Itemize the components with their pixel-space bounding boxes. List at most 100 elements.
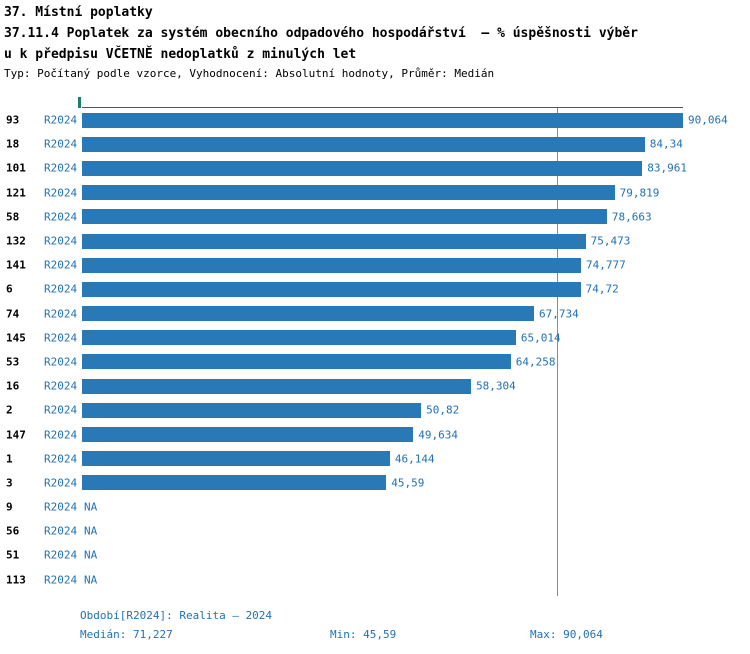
median-line (557, 108, 559, 596)
value-label: NA (84, 524, 98, 538)
max-label: Max: 90,064 (530, 628, 603, 641)
value-label: 50,82 (426, 403, 460, 417)
category-label: 9 (6, 500, 13, 514)
category-label: 16 (6, 379, 20, 393)
value-label: 84,34 (649, 137, 683, 151)
series-label: R2024 (44, 548, 78, 562)
series-label: R2024 (44, 355, 78, 369)
category-label: 6 (6, 282, 13, 296)
category-label: 1 (6, 452, 13, 466)
category-label: 101 (6, 161, 26, 175)
indicator-title-line2: u k předpisu VČETNĚ nedoplatků z minulýc… (4, 47, 357, 62)
value-label: 64,258 (515, 355, 556, 369)
chart-row: 16 R2024 58,304 (0, 374, 750, 398)
bar (82, 209, 607, 225)
bar (82, 475, 387, 491)
chart-row: 56 R2024 NA (0, 519, 750, 543)
bar (82, 136, 645, 152)
series-label: R2024 (44, 379, 78, 393)
chart-row: 6 R2024 74,72 (0, 277, 750, 301)
value-label: 45,59 (391, 476, 425, 490)
series-label: R2024 (44, 500, 78, 514)
category-label: 132 (6, 234, 26, 248)
series-label: R2024 (44, 234, 78, 248)
series-label: R2024 (44, 186, 78, 200)
chart-row: 51 R2024 NA (0, 543, 750, 567)
category-label: 121 (6, 186, 26, 200)
value-label: 74,72 (585, 282, 619, 296)
category-label: 93 (6, 113, 20, 127)
chart-row: 1 R2024 46,144 (0, 447, 750, 471)
chart-row: 101 R2024 83,961 (0, 156, 750, 180)
series-label: R2024 (44, 452, 78, 466)
chart-row: 3 R2024 45,59 (0, 471, 750, 495)
value-label: 83,961 (647, 161, 688, 175)
value-label: 49,634 (418, 428, 458, 442)
report-title: 37. Místní poplatky (4, 5, 153, 20)
bar (82, 451, 390, 467)
category-label: 18 (6, 137, 20, 151)
value-label: NA (84, 573, 98, 587)
series-label: R2024 (44, 210, 78, 224)
bar (82, 257, 581, 273)
series-label: R2024 (44, 113, 78, 127)
bar (82, 160, 643, 176)
series-label: R2024 (44, 476, 78, 490)
category-label: 113 (6, 573, 26, 587)
bar (82, 281, 581, 297)
value-label: 74,777 (585, 258, 626, 272)
indicator-meta: Typ: Počítaný podle vzorce, Vyhodnocení:… (4, 67, 495, 80)
value-label: 46,144 (394, 452, 435, 466)
series-label: R2024 (44, 524, 78, 538)
period-label: Období[R2024]: Realita – 2024 (80, 609, 273, 622)
bar (82, 378, 472, 394)
chart-row: 18 R2024 84,34 (0, 132, 750, 156)
bar (82, 233, 586, 249)
chart-row: 141 R2024 74,777 (0, 253, 750, 277)
indicator-title-line1: 37.11.4 Poplatek za systém obecního odpa… (4, 26, 638, 41)
chart-rows: 93 R2024 90,064 18 R2024 84,34 101 R2024 83,961 1… (0, 108, 750, 592)
value-label: 65,014 (520, 331, 561, 345)
chart-row: 147 R2024 49,634 (0, 422, 750, 446)
category-label: 3 (6, 476, 13, 490)
series-label: R2024 (44, 137, 78, 151)
series-label: R2024 (44, 258, 78, 272)
value-label: NA (84, 500, 98, 514)
chart-row: 9 R2024 NA (0, 495, 750, 519)
value-label: 90,064 (688, 113, 728, 127)
series-label: R2024 (44, 428, 78, 442)
value-label: 58,304 (476, 379, 516, 393)
median-label: Medián: 71,227 (80, 628, 173, 641)
axis-tick (78, 97, 81, 108)
category-label: 141 (6, 258, 26, 272)
report-header: 37. Místní poplatky 37.11.4 Poplatek za … (4, 2, 748, 83)
series-label: R2024 (44, 403, 78, 417)
category-label: 53 (6, 355, 20, 369)
value-label: 79,819 (619, 186, 660, 200)
series-label: R2024 (44, 307, 78, 321)
category-label: 2 (6, 403, 13, 417)
bar (82, 402, 422, 418)
bar-chart: 93 R2024 90,064 18 R2024 84,34 101 R2024 83,961 1… (0, 97, 750, 596)
bar (82, 306, 534, 322)
value-label: NA (84, 548, 98, 562)
chart-row: 58 R2024 78,663 (0, 205, 750, 229)
category-label: 51 (6, 548, 20, 562)
chart-row: 74 R2024 67,734 (0, 302, 750, 326)
series-label: R2024 (44, 573, 78, 587)
chart-row: 113 R2024 NA (0, 568, 750, 592)
value-label: 78,663 (611, 210, 652, 224)
chart-row: 121 R2024 79,819 (0, 181, 750, 205)
category-label: 74 (6, 307, 20, 321)
chart-row: 132 R2024 75,473 (0, 229, 750, 253)
chart-row: 2 R2024 50,82 (0, 398, 750, 422)
bar (82, 112, 683, 128)
series-label: R2024 (44, 161, 78, 175)
chart-row: 145 R2024 65,014 (0, 326, 750, 350)
chart-row: 93 R2024 90,064 (0, 108, 750, 132)
series-label: R2024 (44, 282, 78, 296)
bar (82, 354, 511, 370)
min-label: Min: 45,59 (330, 628, 397, 641)
bar (82, 330, 516, 346)
axis-line (82, 107, 683, 108)
